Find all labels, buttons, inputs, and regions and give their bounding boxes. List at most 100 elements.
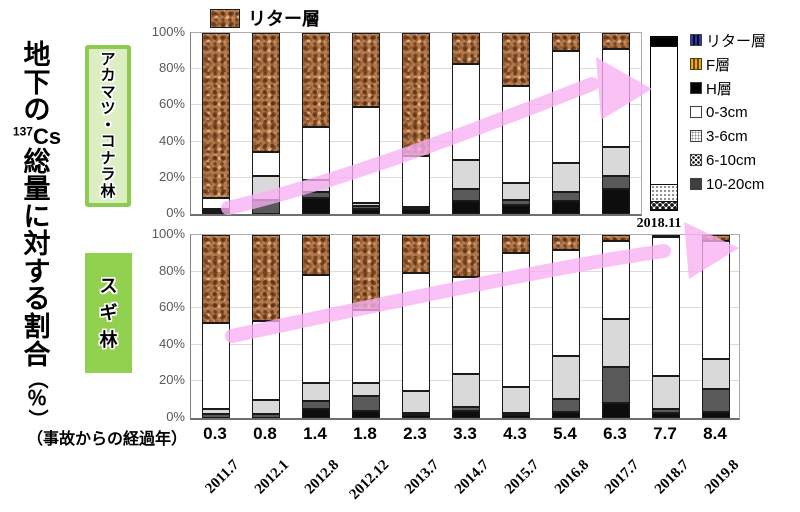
segment-d0_3 xyxy=(252,321,280,400)
special-bar-date-label: 2018.11 xyxy=(636,216,682,231)
x-years-since-label: 2.3 xyxy=(403,424,427,443)
segment-d0_3 xyxy=(602,240,630,320)
title-char: 量 xyxy=(23,174,51,205)
legend-item-label: H層 xyxy=(706,80,732,98)
segment-d3_6 xyxy=(602,319,630,367)
title-char: の xyxy=(23,95,51,126)
chart-akamatsu-plot-area xyxy=(190,32,642,216)
segment-d6_10 xyxy=(352,205,380,209)
special-bar-2018-11 xyxy=(650,36,678,211)
stacked-bar-2017.7 xyxy=(602,33,630,214)
segment-litter xyxy=(252,235,280,322)
segment-d3_6 xyxy=(502,183,530,200)
stacked-bar-2012.12 xyxy=(352,33,380,214)
panel-label-char: カ xyxy=(100,67,116,85)
stacked-bar-2016.8 xyxy=(552,235,580,418)
segment-litter xyxy=(502,33,530,86)
isotope-137cs: 137Cs xyxy=(12,123,62,149)
chart-sugi-plot-area xyxy=(190,234,740,420)
panel-label-char: ア xyxy=(100,50,116,68)
legend-item: 0-3cm xyxy=(690,100,766,124)
segment-d6_10 xyxy=(352,396,380,411)
y-tick-label: 20% xyxy=(158,372,185,388)
x-years-since-label: 0.3 xyxy=(203,424,227,443)
segment-d3_6 xyxy=(452,159,480,189)
stacked-bar-2014.7 xyxy=(452,235,480,418)
title-percent: ％ xyxy=(27,388,47,411)
legend-item-label: F層 xyxy=(706,56,731,74)
panel-label-char: 林 xyxy=(100,182,116,200)
title-char: 合 xyxy=(23,339,51,370)
segment-d10_20 xyxy=(652,413,680,418)
legend-item: 6-10cm xyxy=(690,148,766,172)
title-char: 地 xyxy=(23,40,51,70)
stacked-bar-2015.7 xyxy=(502,33,530,214)
y-tick-label: 80% xyxy=(158,60,185,76)
y-tick-label: 20% xyxy=(158,168,185,184)
f-legend-icon xyxy=(690,58,702,70)
segment-d0_3 xyxy=(652,236,680,376)
segment-d10_20 xyxy=(452,201,480,214)
special-segment-sp_h xyxy=(651,37,677,46)
segment-litter xyxy=(402,33,430,157)
legend-item-label: 3-6cm xyxy=(706,127,748,145)
segment-d0_3 xyxy=(402,156,430,207)
stacked-bar-2015.7 xyxy=(502,235,530,418)
segment-d3_6 xyxy=(352,203,380,206)
panel-label-char: ギ xyxy=(99,302,118,323)
segment-litter xyxy=(202,33,230,198)
segment-d0_3 xyxy=(352,310,380,384)
stacked-bar-2017.7 xyxy=(602,235,630,418)
legend-item: F層 xyxy=(690,52,766,76)
panel-label-char: ナ xyxy=(100,149,116,167)
segment-d6_10 xyxy=(702,388,730,412)
segment-d3_6 xyxy=(302,383,330,401)
d10-legend-icon xyxy=(690,178,702,190)
panel-label-char: 林 xyxy=(99,329,118,350)
panel-label-char: ラ xyxy=(100,166,116,184)
stacked-bar-2013.7 xyxy=(402,33,430,214)
segment-d0_3 xyxy=(552,51,580,164)
segment-litter xyxy=(602,33,630,50)
x-years-since-label: 7.7 xyxy=(653,424,677,443)
title-char: 割 xyxy=(23,311,51,342)
segment-litter xyxy=(652,234,680,237)
title-char: 下 xyxy=(23,67,51,98)
y-tick-label: 0% xyxy=(166,205,185,220)
segment-d6_10 xyxy=(252,199,280,214)
stacked-bar-2012.8 xyxy=(302,33,330,214)
x-years-since-label: 4.3 xyxy=(503,424,527,443)
segment-d3_6 xyxy=(402,390,430,413)
segment-d3_6 xyxy=(652,375,680,409)
h-legend-icon xyxy=(690,82,702,94)
legend-item-label: 6-10cm xyxy=(706,151,757,169)
title-char: 対 xyxy=(23,229,51,260)
stacked-bar-2012.1 xyxy=(252,235,280,418)
stacked-bar-2011.7 xyxy=(202,235,230,418)
d3-legend-icon xyxy=(690,130,702,142)
segment-d10_20 xyxy=(552,411,580,418)
segment-d6_10 xyxy=(602,176,630,189)
segment-d3_6 xyxy=(602,147,630,176)
x-axis-note: （事故からの経過年） xyxy=(26,431,187,448)
segment-litter xyxy=(552,33,580,52)
segment-d10_20 xyxy=(702,411,730,418)
title-char: る xyxy=(23,284,51,315)
segment-litter xyxy=(602,235,630,241)
stacked-bar-2018.7 xyxy=(652,234,680,418)
special-segment-sp_d10_20 xyxy=(651,209,677,210)
y-tick-label: 60% xyxy=(158,96,185,112)
legend-item-label: 0-3cm xyxy=(706,103,748,121)
segment-d3_6 xyxy=(202,208,230,212)
segment-d6_10 xyxy=(552,192,580,202)
special-segment-sp_d0_3 xyxy=(651,45,677,185)
stacked-bar-2013.7 xyxy=(402,235,430,418)
segment-d3_6 xyxy=(252,176,280,200)
segment-d0_3 xyxy=(302,275,330,384)
legend-item: リター層 xyxy=(690,28,766,52)
d6-legend-icon xyxy=(690,154,702,166)
segment-d6_10 xyxy=(552,398,580,412)
segment-d10_20 xyxy=(552,201,580,214)
legend-item: H層 xyxy=(690,76,766,100)
segment-d0_3 xyxy=(452,63,480,160)
